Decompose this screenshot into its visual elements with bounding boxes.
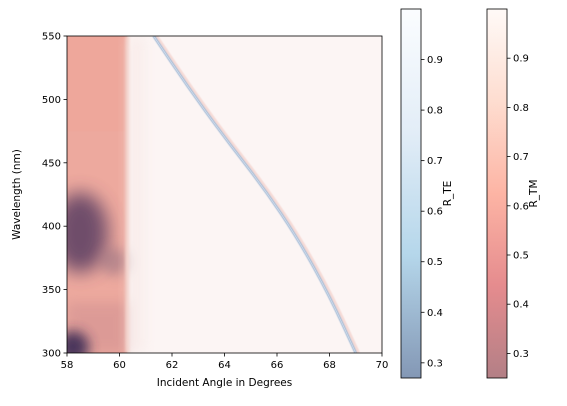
colorbar-tick-label: 0.5: [427, 257, 443, 268]
x-tick-label: 70: [376, 360, 389, 371]
y-tick-label: 350: [42, 285, 61, 296]
colorbar-tick-label: 0.7: [427, 156, 443, 167]
colorbar-r-te: 0.3 0.4 0.5 0.6 0.7 0.8 0.9 R_TE: [400, 8, 454, 379]
colorbar-tick-label: 0.3: [427, 358, 443, 369]
colorbar-tick-label: 0.4: [427, 308, 443, 319]
heatmap-plot-area: [66, 35, 383, 354]
colorbar-tick-label: 0.8: [513, 103, 529, 114]
tm-band-top-shade: [67, 36, 128, 132]
x-axis: 58 60 62 64 66 68 70: [61, 353, 389, 371]
x-tick-label: 58: [61, 360, 74, 371]
colorbar-tick-label: 0.6: [513, 201, 529, 212]
colorbar-label: R_TE: [442, 181, 454, 207]
colorbar-tick-label: 0.6: [427, 207, 443, 218]
colorbar-tick-label: 0.7: [513, 152, 529, 163]
colorbar-r-tm: 0.3 0.4 0.5 0.6 0.7 0.8 0.9 R_TM: [486, 8, 540, 379]
tm-minimum-corner-blob: [67, 331, 89, 353]
x-tick-label: 68: [323, 360, 336, 371]
y-axis: 300 350 400 450 500 550: [42, 32, 67, 360]
tm-minimum-tail: [100, 247, 129, 276]
y-tick-label: 550: [42, 32, 61, 43]
critical-angle-glow: [127, 36, 146, 353]
y-axis-label: Wavelength (nm): [11, 149, 23, 240]
colorbar-label: R_TM: [528, 179, 540, 207]
colorbar-tick-label: 0.9: [513, 54, 529, 65]
te-resonance-highlight: [153, 36, 357, 353]
x-tick-label: 64: [218, 360, 231, 371]
colorbar-tick-label: 0.9: [427, 55, 443, 66]
y-tick-label: 300: [42, 349, 61, 360]
y-tick-label: 500: [42, 95, 61, 106]
tm-minimum-blob: [67, 192, 109, 273]
y-tick-label: 400: [42, 222, 61, 233]
colorbar-gradient: [400, 8, 422, 379]
x-tick-label: 62: [166, 360, 179, 371]
x-tick-label: 60: [113, 360, 126, 371]
colorbar-tick-label: 0.3: [513, 349, 529, 360]
colorbar-tick-label: 0.5: [513, 251, 529, 262]
colorbar-tick-label: 0.8: [427, 106, 443, 117]
tm-resonance-shadow: [153, 36, 360, 353]
colorbar-gradient: [486, 8, 508, 379]
heatmap-image: [67, 36, 360, 353]
y-tick-label: 450: [42, 158, 61, 169]
x-tick-label: 66: [271, 360, 284, 371]
colorbar-tick-label: 0.4: [513, 300, 529, 311]
x-axis-label: Incident Angle in Degrees: [157, 377, 293, 389]
